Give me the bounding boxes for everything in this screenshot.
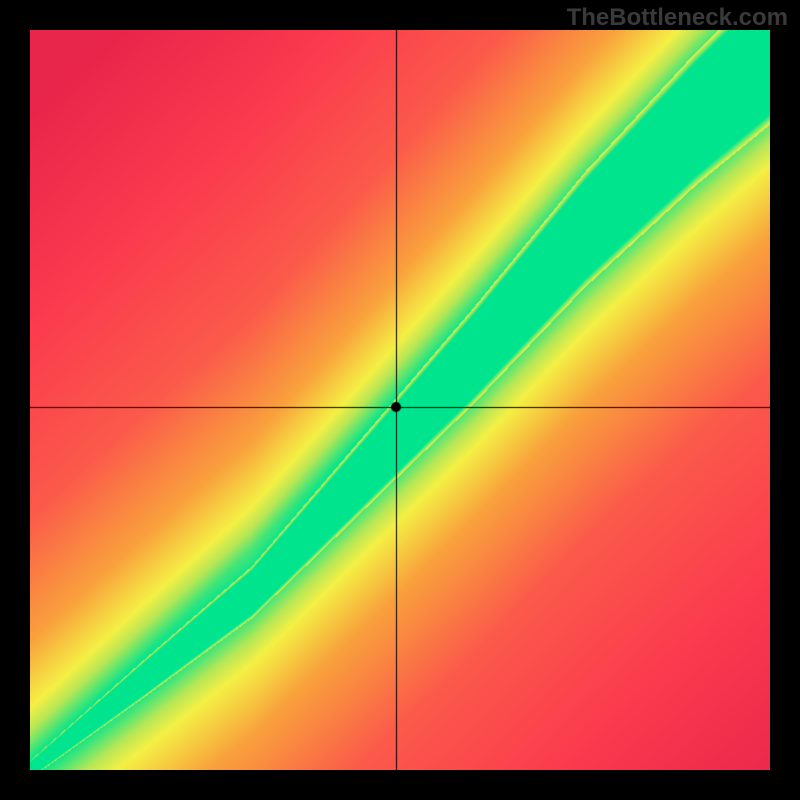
chart-container: TheBottleneck.com bbox=[0, 0, 800, 800]
watermark-text: TheBottleneck.com bbox=[567, 4, 788, 32]
bottleneck-heatmap bbox=[30, 30, 770, 770]
